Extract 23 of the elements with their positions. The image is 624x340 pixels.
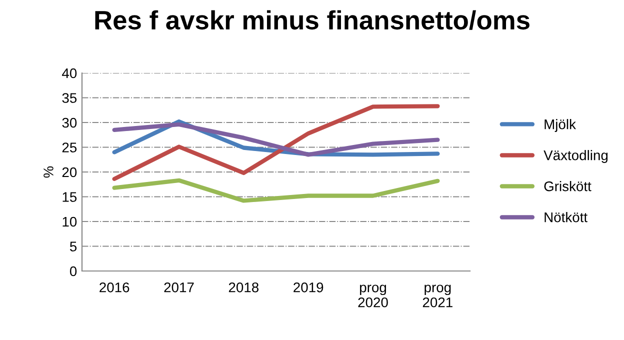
y-tick-label: 30 bbox=[62, 118, 77, 128]
y-tick-label: 10 bbox=[62, 216, 77, 227]
x-tick-label: 2016 bbox=[100, 282, 130, 292]
legend-label: Nötkött bbox=[544, 212, 588, 222]
y-tick-label: 40 bbox=[62, 68, 77, 78]
line-series bbox=[112, 178, 440, 203]
legend-label: Växtodling bbox=[544, 150, 608, 163]
y-tick-label: 15 bbox=[62, 192, 77, 202]
y-tick-label: 0 bbox=[70, 266, 77, 276]
legend-label: Griskött bbox=[544, 181, 592, 192]
y-axis-title: % bbox=[44, 166, 54, 178]
x-tick-label: prog 2020 bbox=[358, 284, 388, 308]
chart-title: Res f avskr minus finansnetto/oms bbox=[95, 10, 530, 30]
y-tick-label: 5 bbox=[70, 242, 77, 252]
line-series bbox=[112, 104, 440, 182]
x-tick-label: 2018 bbox=[228, 282, 259, 292]
x-tick-label: 2019 bbox=[294, 282, 324, 292]
legend-label: Mjölk bbox=[544, 119, 576, 132]
y-tick-label: 20 bbox=[62, 167, 77, 178]
x-tick-label: prog 2021 bbox=[422, 284, 452, 308]
x-tick-label: 2017 bbox=[164, 282, 194, 292]
y-tick-label: 35 bbox=[62, 93, 77, 103]
y-tick-label: 25 bbox=[62, 142, 77, 152]
